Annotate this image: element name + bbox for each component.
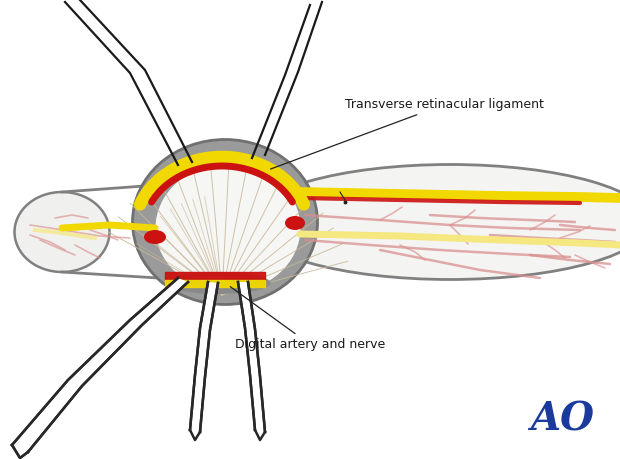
Ellipse shape <box>133 140 317 304</box>
Ellipse shape <box>166 272 270 294</box>
Polygon shape <box>190 282 218 440</box>
Polygon shape <box>238 282 265 440</box>
Ellipse shape <box>144 230 166 244</box>
Ellipse shape <box>285 216 305 230</box>
Text: AO: AO <box>530 400 594 438</box>
Text: Digital artery and nerve: Digital artery and nerve <box>230 286 385 351</box>
Polygon shape <box>12 278 188 458</box>
Ellipse shape <box>250 164 620 280</box>
Ellipse shape <box>156 164 301 292</box>
Text: Transverse retinacular ligament: Transverse retinacular ligament <box>270 98 544 169</box>
Ellipse shape <box>14 192 110 272</box>
